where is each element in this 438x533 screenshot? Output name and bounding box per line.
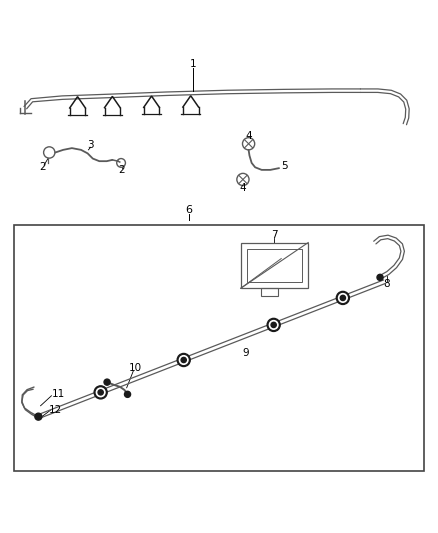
Text: 1: 1 [190,59,196,69]
Text: 5: 5 [281,160,288,171]
Text: 9: 9 [243,349,249,358]
Bar [241,243,308,288]
Circle shape [339,294,347,302]
Text: 11: 11 [51,389,64,399]
Text: 12: 12 [49,405,63,415]
Text: 2: 2 [119,165,125,175]
Text: 4: 4 [240,183,246,193]
Text: 7: 7 [271,230,278,240]
Text: 4: 4 [245,131,252,141]
Circle shape [177,353,190,367]
Text: 10: 10 [129,363,142,373]
Text: 3: 3 [87,140,94,150]
Circle shape [271,322,276,327]
Circle shape [267,318,280,332]
Circle shape [340,295,346,301]
Bar [247,249,302,282]
Circle shape [269,320,278,329]
Circle shape [35,413,42,420]
Text: 2: 2 [39,162,46,172]
Bar [14,225,424,471]
Circle shape [104,379,110,385]
Text: 6: 6 [185,205,192,215]
Bar [261,288,279,296]
Circle shape [124,391,131,398]
Circle shape [181,357,186,362]
Text: 8: 8 [383,279,390,289]
Circle shape [98,390,103,395]
Circle shape [96,388,105,397]
Circle shape [377,274,383,280]
Circle shape [94,386,107,399]
Circle shape [336,292,350,304]
Circle shape [179,356,188,365]
